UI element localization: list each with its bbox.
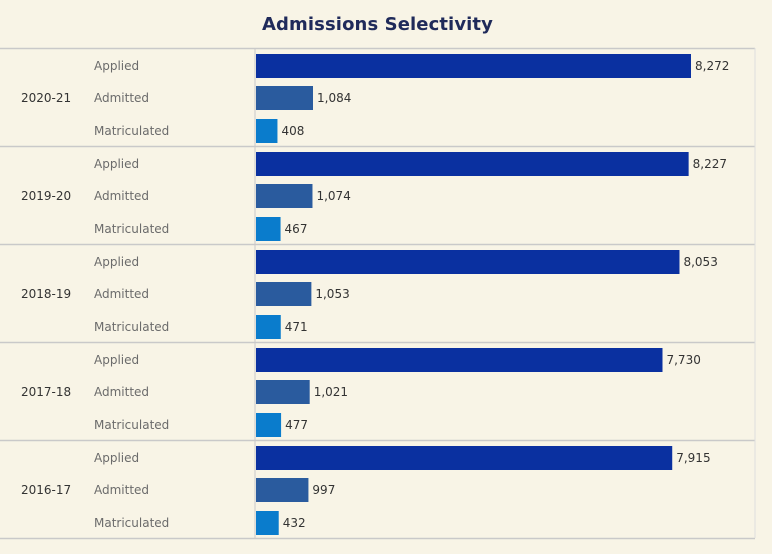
data-label: 997 [312, 483, 335, 497]
data-label: 1,053 [315, 287, 349, 301]
measure-label: Admitted [94, 189, 149, 203]
bar-matriculated [256, 511, 279, 535]
data-label: 471 [285, 320, 308, 334]
measure-label: Matriculated [94, 516, 169, 530]
year-label: 2020-21 [21, 91, 71, 105]
bar-matriculated [256, 413, 282, 437]
data-label: 467 [285, 222, 308, 236]
data-label: 7,730 [666, 353, 700, 367]
measure-label: Admitted [94, 483, 149, 497]
data-label: 477 [285, 418, 308, 432]
data-label: 408 [281, 124, 304, 138]
bar-admitted [256, 478, 309, 502]
data-label: 8,272 [695, 59, 729, 73]
chart-title: Admissions Selectivity [262, 14, 493, 35]
data-label: 432 [283, 516, 306, 530]
data-label: 1,084 [317, 91, 351, 105]
data-label: 1,074 [316, 189, 350, 203]
measure-label: Admitted [94, 287, 149, 301]
measure-label: Matriculated [94, 418, 169, 432]
measure-label: Matriculated [94, 124, 169, 138]
bar-applied [256, 446, 673, 470]
bar-admitted [256, 380, 310, 404]
bar-admitted [256, 86, 314, 110]
year-label: 2017-18 [21, 385, 71, 399]
measure-label: Applied [94, 451, 139, 465]
measure-label: Applied [94, 353, 139, 367]
measure-label: Applied [94, 157, 139, 171]
year-label: 2019-20 [21, 189, 71, 203]
data-label: 7,915 [676, 451, 710, 465]
bar-applied [256, 54, 691, 78]
bar-applied [256, 348, 663, 372]
data-label: 8,227 [693, 157, 727, 171]
measure-label: Admitted [94, 385, 149, 399]
bar-matriculated [256, 315, 281, 339]
bar-matriculated [256, 217, 281, 241]
measure-label: Applied [94, 59, 139, 73]
bar-admitted [256, 184, 313, 208]
data-label: 8,053 [683, 255, 717, 269]
bar-admitted [256, 282, 312, 306]
measure-label: Applied [94, 255, 139, 269]
bar-matriculated [256, 119, 278, 143]
measure-label: Matriculated [94, 320, 169, 334]
year-label: 2016-17 [21, 483, 71, 497]
year-label: 2018-19 [21, 287, 71, 301]
bar-applied [256, 250, 680, 274]
bar-applied [256, 152, 689, 176]
measure-label: Admitted [94, 91, 149, 105]
measure-label: Matriculated [94, 222, 169, 236]
data-label: 1,021 [314, 385, 348, 399]
